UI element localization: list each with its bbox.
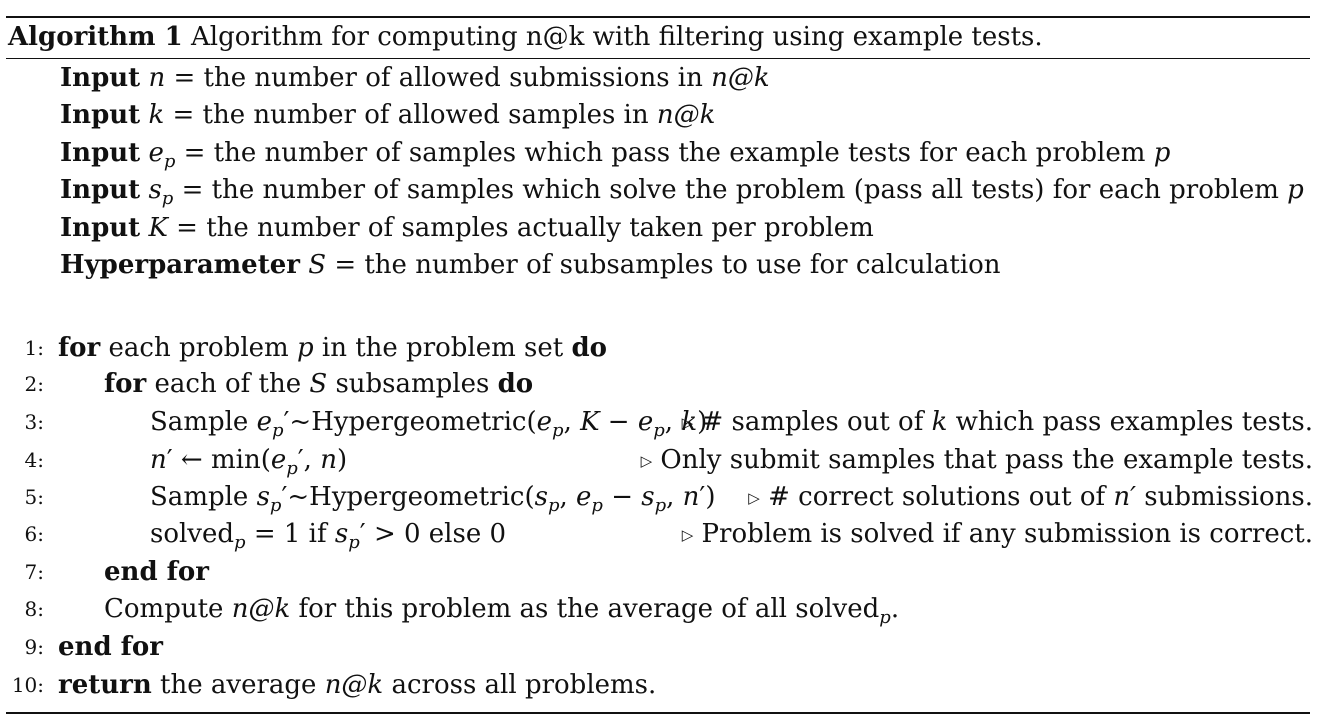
line-number: 7:: [24, 560, 44, 584]
input-line-sp: Input sp = the number of samples which s…: [60, 172, 1310, 208]
line-statement: Compute n@k for this problem as the aver…: [104, 594, 900, 628]
input-symbol: K: [148, 213, 168, 243]
input-description: = the number of samples which solve the …: [181, 175, 1279, 205]
input-tail: n@k: [711, 63, 770, 93]
input-keyword: Input: [60, 63, 141, 93]
algorithm-line-1: 1: for each problem p in the problem set…: [0, 330, 1321, 366]
line-number: 4:: [24, 448, 44, 472]
line-number: 2:: [24, 372, 44, 396]
input-symbol: S: [308, 250, 327, 280]
top-rule: [6, 16, 1310, 18]
input-description: = the number of samples actually taken p…: [176, 213, 874, 243]
bottom-rule: [6, 712, 1310, 714]
line-statement: end for: [104, 557, 209, 587]
comment-triangle-icon: ▷: [681, 414, 694, 432]
input-line-K: Input K = the number of samples actually…: [60, 210, 1310, 246]
algorithm-label: Algorithm 1: [8, 22, 183, 52]
algorithm-line-3: 3: Sample ep′~Hypergeometric(ep, K − ep,…: [0, 404, 1321, 440]
line-comment: ▷ # samples out of k which pass examples…: [681, 407, 1313, 437]
input-tail: n@k: [656, 100, 716, 130]
line-number: 8:: [24, 597, 44, 621]
input-symbol: ep: [148, 138, 176, 172]
algorithm-caption: Algorithm 1 Algorithm for computing n@k …: [8, 20, 1043, 54]
caption-rule: [6, 58, 1310, 59]
input-tail: p: [1153, 138, 1171, 168]
hyperparameter-keyword: Hyperparameter: [60, 250, 300, 280]
line-comment: ▷ # correct solutions out of n′ submissi…: [748, 482, 1313, 512]
hyperparameter-line-S: Hyperparameter S = the number of subsamp…: [60, 247, 1310, 283]
input-keyword: Input: [60, 138, 141, 168]
line-number: 10:: [11, 673, 44, 697]
line-statement: for each of the S subsamples do: [104, 369, 534, 399]
line-statement: solvedp = 1 if sp′ > 0 else 0: [150, 519, 507, 553]
input-keyword: Input: [60, 100, 141, 130]
algorithm-line-6: 6: solvedp = 1 if sp′ > 0 else 0 ▷ Probl…: [0, 516, 1321, 552]
line-statement: return the average n@k across all proble…: [58, 670, 657, 700]
algorithm-line-2: 2: for each of the S subsamples do: [0, 366, 1321, 402]
algorithm-title: Algorithm for computing n@k with filteri…: [190, 22, 1043, 52]
line-number: 3:: [24, 410, 44, 434]
algorithm-line-8: 8: Compute n@k for this problem as the a…: [0, 591, 1321, 627]
input-description: = the number of allowed submissions in: [173, 63, 703, 93]
input-description: = the number of samples which pass the e…: [183, 138, 1146, 168]
line-number: 5:: [24, 485, 44, 509]
line-statement: Sample ep′~Hypergeometric(ep, K − ep, k): [150, 407, 708, 441]
line-comment: ▷ Only submit samples that pass the exam…: [640, 445, 1313, 475]
line-statement: n′ ← min(ep′, n): [150, 445, 348, 479]
input-keyword: Input: [60, 213, 141, 243]
input-line-k: Input k = the number of allowed samples …: [60, 97, 1310, 133]
comment-triangle-icon: ▷: [640, 452, 653, 470]
input-symbol: n: [148, 63, 166, 93]
line-number: 6:: [24, 522, 44, 546]
comment-triangle-icon: ▷: [748, 489, 760, 507]
algorithm-line-4: 4: n′ ← min(ep′, n) ▷ Only submit sample…: [0, 442, 1321, 478]
input-symbol: sp: [148, 175, 174, 209]
algorithm-line-7: 7: end for: [0, 554, 1321, 590]
input-description: = the number of allowed samples in: [172, 100, 649, 130]
input-line-n: Input n = the number of allowed submissi…: [60, 60, 1310, 96]
line-statement: end for: [58, 632, 163, 662]
comment-triangle-icon: ▷: [681, 526, 694, 544]
input-symbol: k: [148, 100, 165, 130]
input-description: = the number of subsamples to use for ca…: [334, 250, 1001, 280]
input-keyword: Input: [60, 175, 141, 205]
line-number: 1:: [24, 336, 44, 360]
line-statement: Sample sp′~Hypergeometric(sp, ep − sp, n…: [150, 482, 716, 516]
algorithm-line-10: 10: return the average n@k across all pr…: [0, 667, 1321, 703]
algorithm-line-9: 9: end for: [0, 629, 1321, 665]
input-tail: p: [1287, 175, 1304, 205]
line-number: 9:: [24, 635, 44, 659]
line-statement: for each problem p in the problem set do: [58, 333, 608, 363]
line-comment: ▷ Problem is solved if any submission is…: [681, 519, 1313, 549]
input-line-ep: Input ep = the number of samples which p…: [60, 135, 1310, 171]
algorithm-line-5: 5: Sample sp′~Hypergeometric(sp, ep − sp…: [0, 479, 1321, 515]
